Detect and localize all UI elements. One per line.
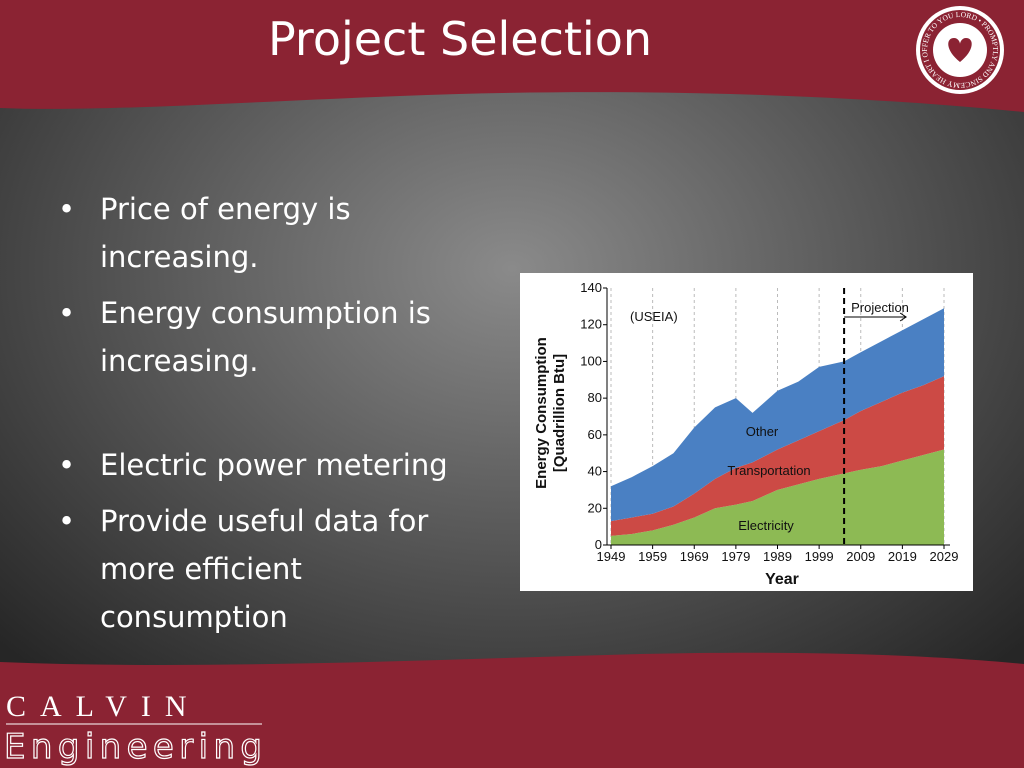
series-label: Electricity — [738, 518, 794, 533]
bottom-band — [0, 652, 1024, 768]
y-axis-title: Energy Consumption — [533, 337, 550, 489]
series-label: Other — [746, 424, 779, 439]
annotation: (USEIA) — [630, 309, 678, 324]
bullet: Price of energy is increasing. — [58, 185, 470, 281]
chart: 0 20 40 60 80 100 120 140 1949 1959 1969 1979 1989 19… — [520, 273, 973, 591]
bullet: Electric power metering — [58, 441, 470, 489]
y-tick-label: 40 — [588, 464, 602, 479]
bullet: Provide useful data for more efficient c… — [58, 497, 470, 641]
x-tick-label: 1969 — [680, 549, 709, 564]
y-tick-label: 20 — [588, 500, 602, 515]
y-axis-title: [Quadrillion Btu] — [551, 354, 568, 472]
y-tick-label: 120 — [580, 317, 602, 332]
footer-line2: Engineering — [4, 727, 262, 767]
series-label: Transportation — [727, 463, 810, 478]
slide-title: Project Selection — [268, 12, 652, 66]
x-tick-label: 1989 — [763, 549, 792, 564]
x-tick-label: 2029 — [930, 549, 959, 564]
x-tick-label: 1949 — [597, 549, 626, 564]
x-tick-label: 2009 — [846, 549, 875, 564]
bullet: Energy consumption is increasing. — [58, 289, 470, 385]
y-tick-label: 100 — [580, 353, 602, 368]
x-tick-label: 2019 — [888, 549, 917, 564]
area — [611, 449, 944, 545]
x-tick-label: 1979 — [721, 549, 750, 564]
area — [611, 376, 944, 536]
annotation: Projection — [851, 300, 909, 315]
y-tick-label: 0 — [595, 537, 602, 552]
bullet-list: Price of energy is increasing. Energy co… — [52, 185, 470, 649]
area — [611, 308, 944, 522]
top-band — [0, 0, 1024, 112]
projection-arrow — [844, 312, 908, 322]
footer-line1: CALVIN — [6, 690, 201, 723]
y-tick-label: 140 — [580, 280, 602, 295]
y-tick-label: 60 — [588, 427, 602, 442]
x-tick-label: 1999 — [805, 549, 834, 564]
x-tick-label: 1959 — [638, 549, 667, 564]
x-axis-title: Year — [765, 571, 799, 588]
y-tick-label: 80 — [588, 390, 602, 405]
